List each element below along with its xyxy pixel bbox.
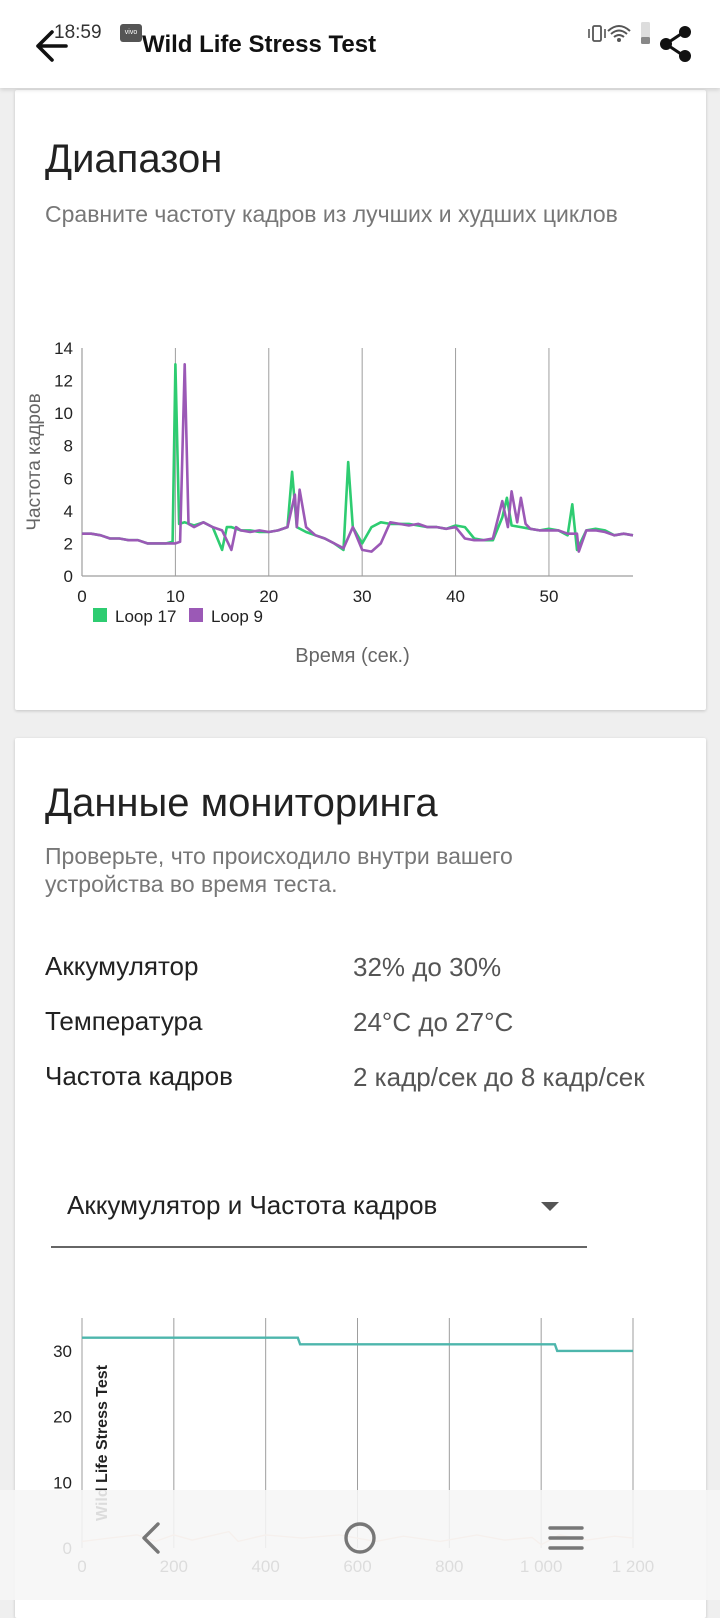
legend-swatch-loop9 (189, 608, 203, 622)
x-tick-label: 20 (259, 587, 278, 606)
y-tick-label: 20 (53, 1408, 72, 1427)
legend-label: Loop 17 (115, 607, 176, 626)
y-tick-label: 14 (54, 340, 73, 358)
vibrate-icon (588, 25, 606, 42)
legend-swatch-loop17 (93, 608, 107, 622)
y-tick-label: 10 (54, 404, 73, 423)
dropdown-arrow-icon (541, 1202, 559, 1211)
page-title: Wild Life Stress Test (142, 31, 377, 58)
x-tick-label: 10 (166, 587, 185, 606)
status-time: 18:59 (54, 22, 102, 43)
y-tick-label: 4 (64, 502, 73, 521)
wifi-icon (607, 25, 631, 42)
x-tick-label: 30 (353, 587, 372, 606)
row-label: Температура (45, 1006, 203, 1036)
system-nav-bar (0, 1490, 720, 1600)
framerate-chart: 0 10 20 30 40 50 0 2 4 6 8 10 12 14 Частота кадров Loop… (24, 340, 634, 667)
metric-dropdown[interactable]: Аккумулятор и Частота кадров (51, 1178, 587, 1248)
status-icons (588, 22, 650, 44)
row-value: 24°C до 27°C (353, 1007, 514, 1037)
x-tick-label: 50 (539, 587, 558, 606)
monitoring-title: Данные мониторинга (45, 781, 438, 825)
range-subtitle: Сравните частоту кадров из лучших и худш… (45, 201, 618, 227)
y-tick-label: 10 (53, 1473, 72, 1492)
series-line-loop17 (82, 362, 634, 552)
vivo-notification-icon: vivo (120, 24, 142, 42)
legend-label: Loop 9 (211, 607, 263, 626)
monitoring-subtitle: Проверьте, что происходило внутри вашего… (45, 843, 513, 897)
battery-line (82, 1336, 633, 1353)
y-tick-label: 8 (64, 437, 73, 456)
monitoring-card: Данные мониторинга Проверьте, что происх… (15, 738, 706, 1618)
y-tick-label: 6 (64, 469, 73, 488)
battery-icon (641, 22, 650, 44)
x-tick-label: 0 (77, 587, 86, 606)
series-line-loop9 (82, 362, 634, 553)
y-axis-label: Частота кадров (24, 393, 45, 530)
y-tick-label: 2 (64, 534, 73, 553)
range-title: Диапазон (45, 137, 223, 181)
row-label: Аккумулятор (45, 951, 199, 981)
app-bar: 18:59 vivo Wild Life Stress Test (0, 0, 720, 88)
row-value: 32% до 30% (353, 952, 502, 982)
nav-menu-icon[interactable] (536, 1508, 596, 1568)
y-tick-label: 12 (54, 372, 73, 391)
share-icon[interactable] (654, 22, 698, 66)
nav-back-icon[interactable] (122, 1508, 182, 1568)
nav-home-icon[interactable] (330, 1508, 390, 1568)
x-tick-label: 40 (446, 587, 465, 606)
row-value: 2 кадр/сек до 8 кадр/сек (353, 1062, 645, 1092)
y-tick-label: 0 (64, 567, 73, 586)
x-axis-label: Время (сек.) (295, 645, 409, 667)
back-arrow-icon[interactable] (30, 26, 70, 66)
range-card: Диапазон Сравните частоту кадров из лучш… (15, 90, 706, 710)
row-label: Частота кадров (45, 1061, 233, 1091)
dropdown-selected: Аккумулятор и Частота кадров (67, 1190, 438, 1220)
y-tick-label: 30 (53, 1342, 72, 1361)
y-axis-label: Wild Life Stress Test (94, 1364, 111, 1521)
